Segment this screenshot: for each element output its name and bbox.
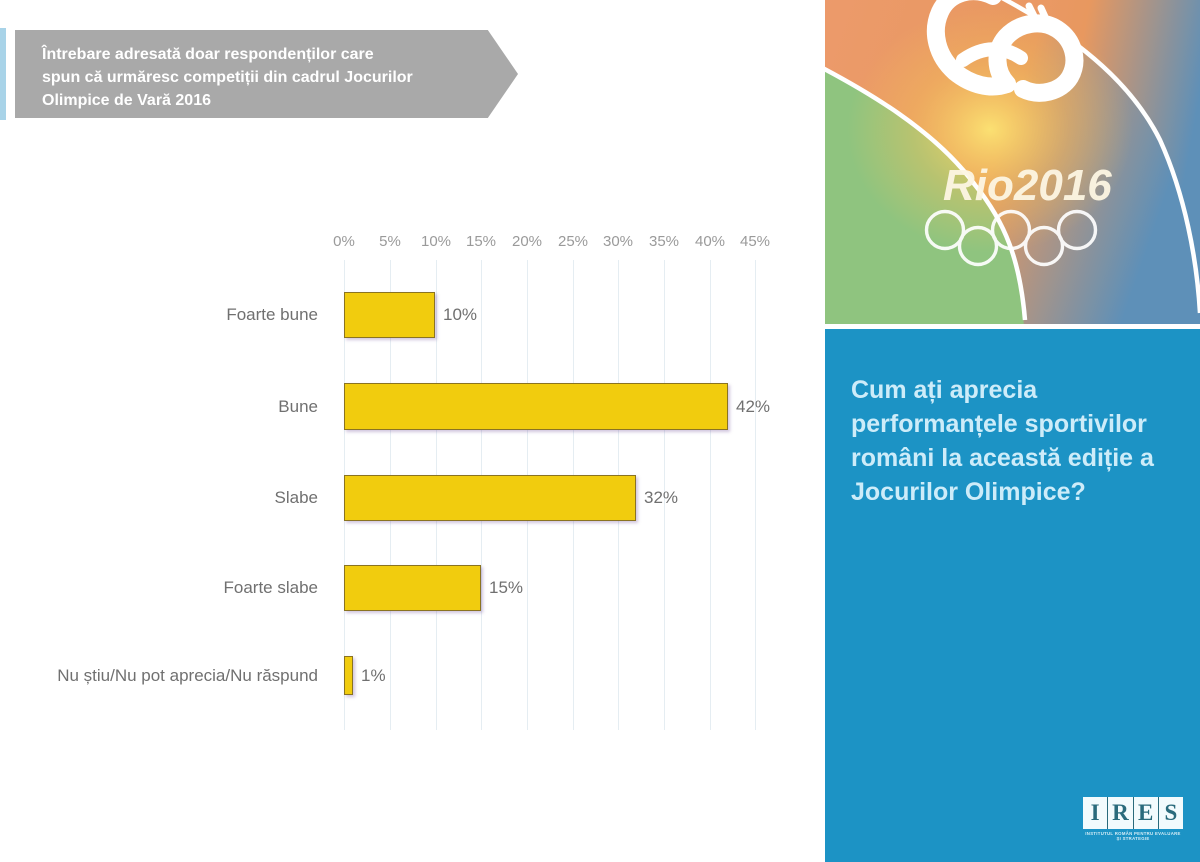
svg-text:Rio2016: Rio2016 (943, 161, 1112, 210)
